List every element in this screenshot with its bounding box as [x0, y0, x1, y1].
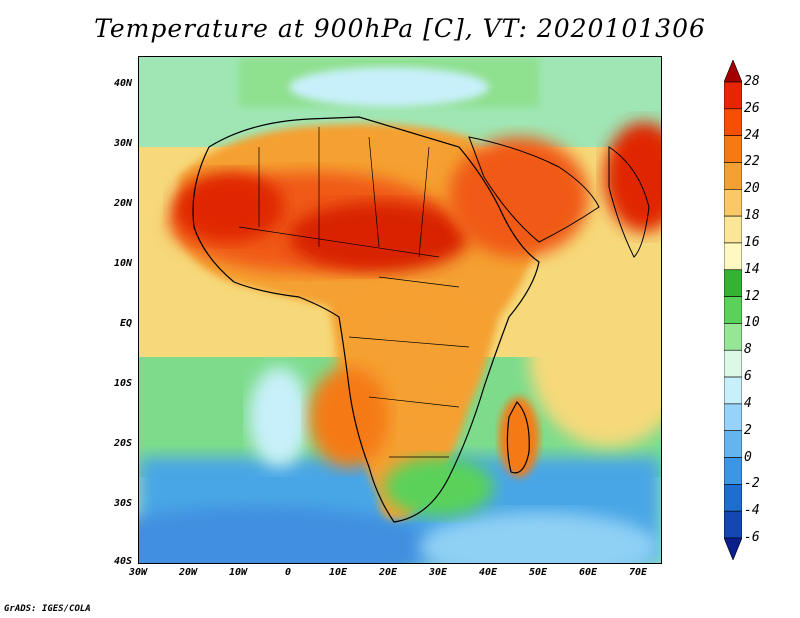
country-borders [238, 127, 470, 458]
colorbar-label: 26 [744, 100, 760, 116]
colorbar-bin [723, 510, 743, 539]
mediterranean-sea [289, 67, 489, 107]
y-tick-label: 30N [113, 138, 132, 149]
colorbar-label: 4 [744, 395, 752, 411]
colorbar-label: 22 [744, 154, 760, 170]
chart-title: Temperature at 900hPa [C], VT: 202010130… [94, 14, 706, 43]
x-tick-label: 60E [578, 567, 598, 578]
indian-ocean [529, 267, 661, 447]
y-tick-label: 30S [113, 498, 132, 509]
x-tick-label: 10E [328, 567, 348, 578]
colorbar-bin [723, 215, 743, 244]
colorbar-label: 6 [744, 369, 752, 385]
colorbar-bin [723, 242, 743, 271]
arabia-hot [449, 137, 589, 257]
colorbar-label: 0 [744, 449, 752, 465]
colorbar-label: 20 [744, 181, 760, 197]
colorbar-label: -4 [744, 503, 760, 519]
y-tick-label: EQ [119, 318, 132, 329]
y-tick-label: 10N [113, 258, 132, 269]
colorbar-bin [723, 403, 743, 432]
colorbar-label: -2 [744, 476, 760, 492]
colorbar-top-triangle [723, 59, 743, 83]
colorbar-bin [723, 323, 743, 351]
colorbar-label: 2 [744, 422, 752, 438]
colorbar-bin [723, 81, 743, 110]
colorbar-bin [723, 108, 743, 136]
madagascar-warm [499, 397, 539, 477]
ocean-cold-patch-2 [419, 512, 659, 563]
x-tick-label: 70E [628, 567, 648, 578]
india-hot [604, 122, 661, 232]
x-tick-label: 20W [178, 567, 198, 578]
y-tick-label: 40N [113, 78, 132, 89]
credit-text: GrADS: IGES/COLA [4, 604, 91, 614]
x-tick-label: 30W [128, 567, 148, 578]
colorbar-bin [723, 376, 743, 405]
temperature-map [138, 56, 662, 564]
colorbar-label: 12 [744, 288, 760, 304]
colorbar-bin [723, 484, 743, 512]
colorbar-label: 14 [744, 261, 760, 277]
west-hot [174, 172, 284, 242]
y-tick-label: 20N [113, 198, 132, 209]
ocean-cold-patch [249, 367, 309, 467]
y-tick-label: 20S [113, 438, 132, 449]
x-tick-label: 30E [428, 567, 448, 578]
colorbar-label: 28 [744, 74, 760, 89]
colorbar-bin [723, 135, 743, 163]
namibia-warm [309, 367, 389, 467]
colorbar-bin [723, 349, 743, 378]
colorbar-bin [723, 188, 743, 217]
colorbar-bin [723, 430, 743, 458]
india-coast [608, 146, 650, 258]
colorbar-bin [723, 457, 743, 485]
colorbar-bin [723, 162, 743, 190]
sahel-very-hot [289, 202, 469, 272]
ocean-antarctic-blue [139, 507, 439, 563]
arabia-coast [468, 136, 600, 243]
colorbar-label: 18 [744, 208, 760, 224]
colorbar [723, 59, 743, 561]
colorbar-bin [723, 296, 743, 324]
x-tick-label: 40E [478, 567, 498, 578]
colorbar-label: 24 [744, 127, 760, 143]
colorbar-bin [723, 269, 743, 297]
x-tick-label: 20E [378, 567, 398, 578]
x-tick-label: 10W [228, 567, 248, 578]
colorbar-label: 10 [744, 315, 760, 331]
y-tick-label: 10S [113, 378, 132, 389]
colorbar-label: 16 [744, 234, 760, 250]
colorbar-label: -6 [744, 530, 760, 545]
x-tick-label: 0 [284, 567, 292, 578]
y-tick-label: 40S [113, 556, 132, 567]
x-tick-label: 50E [528, 567, 548, 578]
africa-coastline [192, 116, 540, 523]
south-africa-green [384, 457, 494, 517]
colorbar-label: 8 [744, 342, 752, 358]
madagascar-coast [506, 400, 530, 474]
colorbar-bottom-triangle [723, 537, 743, 561]
colorbar-svg [723, 59, 743, 561]
